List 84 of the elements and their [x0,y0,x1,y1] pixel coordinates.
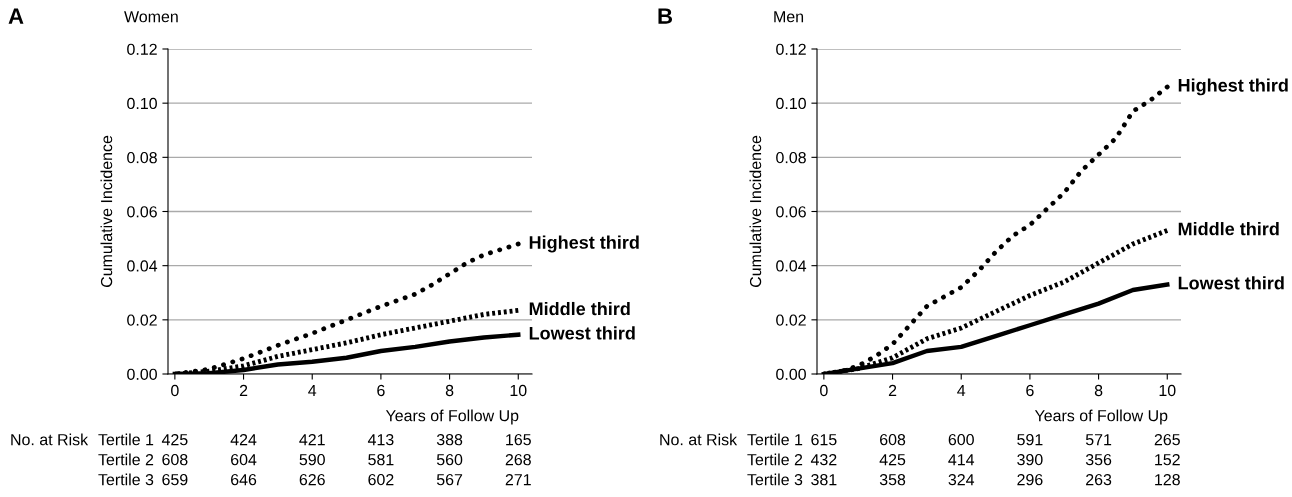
text: 356 [1085,453,1112,466]
text: A [8,8,24,24]
x-tick-label: 10 [1159,384,1176,397]
x-axis-title: Years of Follow Up [385,409,519,425]
text: 271 [505,473,531,486]
text: 165 [506,433,531,446]
y-tick-label: 0.00 [127,368,157,380]
text: No. at Risk [660,433,738,446]
text: 414 [948,454,975,466]
text: 381 [811,473,837,486]
text: 296 [1017,473,1043,486]
x-tick-label: 10 [510,384,527,397]
text: Tertile 3 [98,473,154,486]
text: 591 [1017,433,1043,446]
y-tick-label: 0.06 [127,206,157,218]
x-tick-label: 4 [957,385,966,396]
chart-title: Women [124,11,178,23]
text: B [658,8,673,24]
y-tick-label: 0.04 [776,260,807,272]
text: 152 [1155,453,1180,466]
text: 358 [879,473,906,486]
text: 608 [162,453,188,466]
text: 324 [948,473,975,486]
x-tick-label: 6 [1026,384,1034,397]
series-label: Middle third [529,301,630,316]
text: 413 [367,433,394,446]
text: 602 [368,473,394,486]
x-tick-label: 2 [888,384,897,396]
text: 268 [505,453,531,466]
series-label: Lowest third [1178,276,1284,290]
series-label: Highest third [529,235,639,253]
text: 390 [1017,453,1043,466]
text: No. at Risk [11,433,89,446]
text: 626 [299,473,325,486]
text: 567 [436,473,463,486]
x-axis-title: Years of Follow Up [1034,409,1168,425]
text: 646 [231,473,257,486]
y-axis-title: Cumulative Incidence [749,135,762,288]
text: 659 [162,473,188,486]
x-tick-label: 4 [308,385,317,396]
x-tick-label: 6 [377,384,385,397]
text: 608 [880,433,906,446]
text: 600 [948,433,974,446]
series-label: Highest third [1178,78,1288,96]
text: 560 [436,453,463,466]
x-tick-label: 8 [445,384,454,397]
y-tick-label: 0.06 [776,206,806,218]
text: Tertile 3 [747,473,803,486]
text: 425 [879,453,906,466]
text: 421 [299,433,325,446]
y-tick-label: 0.04 [127,260,158,272]
y-tick-label: 0.10 [776,97,806,110]
text: 263 [1086,473,1112,486]
text: 265 [1154,433,1180,446]
text: 615 [811,433,837,446]
y-tick-label: 0.08 [776,151,806,164]
x-tick-label: 2 [239,384,248,396]
y-tick-label: 0.10 [127,97,157,110]
text: Tertile 1 [98,433,154,446]
text: 432 [810,453,837,466]
series-label: Middle third [1178,222,1279,236]
y-axis-title: Cumulative Incidence [100,135,113,288]
text: 128 [1155,473,1180,486]
y-tick-label: 0.12 [776,43,806,55]
text: Tertile 2 [747,453,803,466]
y-tick-label: 0.02 [127,314,157,326]
x-tick-label: 0 [171,384,179,397]
text: 425 [161,433,188,446]
text: 581 [368,453,394,466]
text: 388 [436,433,463,446]
text: Tertile 1 [747,433,803,446]
x-tick-label: 0 [820,384,828,397]
text: 604 [231,453,257,466]
series-label: Lowest third [529,326,635,340]
text: 590 [299,453,325,466]
y-tick-label: 0.02 [776,314,806,326]
text: 571 [1085,434,1112,446]
text: 424 [230,433,257,446]
y-tick-label: 0.08 [127,151,157,164]
x-tick-label: 8 [1094,384,1103,397]
chart-title: Men [774,11,804,23]
y-tick-label: 0.12 [127,43,157,55]
y-tick-label: 0.00 [776,368,806,380]
text: Tertile 2 [98,453,154,466]
